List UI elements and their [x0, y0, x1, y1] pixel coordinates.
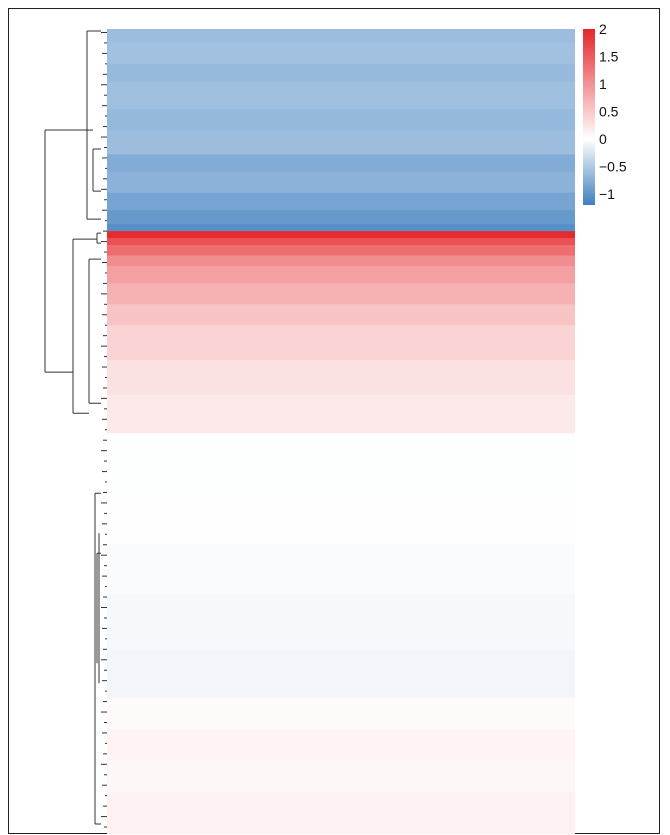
- legend-tick-label: 1: [599, 76, 607, 92]
- color-legend: 2 1.5 1 0.5 0 −0.5 −1: [583, 21, 627, 205]
- legend-tick-label: 1.5: [599, 49, 619, 65]
- heatmap-block: [107, 210, 575, 225]
- figure-frame: 2 1.5 1 0.5 0 −0.5 −1: [8, 8, 660, 835]
- heatmap-block: [107, 544, 575, 595]
- heatmap-block: [107, 130, 575, 155]
- legend-tick-label: −0.5: [599, 159, 627, 175]
- heatmap-block: [107, 29, 575, 44]
- heatmap-block: [107, 192, 575, 211]
- legend-tick-label: −1: [599, 186, 615, 202]
- heatmap-block: [107, 729, 575, 762]
- heatmap-block: [107, 171, 575, 194]
- legend-tick-label: 2: [599, 21, 607, 37]
- heatmap-block: [107, 238, 575, 246]
- heatmap-block: [107, 698, 575, 730]
- heatmap-block: [107, 394, 575, 434]
- heatmap-block: [107, 245, 575, 257]
- heatmap-block: [107, 109, 575, 131]
- heatmap-block: [107, 224, 575, 232]
- heatmap-block: [107, 360, 575, 396]
- heatmap-block: [107, 255, 575, 267]
- heatmap-block: [107, 760, 575, 793]
- heatmap-block: [107, 231, 575, 239]
- heatmap-block: [107, 154, 575, 173]
- heatmap-block: [107, 304, 575, 326]
- color-legend-bar: [583, 29, 595, 205]
- heatmap-block: [107, 265, 575, 284]
- color-legend-ticks: 2 1.5 1 0.5 0 −0.5 −1: [599, 21, 627, 202]
- heatmap-block: [107, 433, 575, 504]
- heatmap-block: [107, 502, 575, 546]
- heatmap-block: [107, 649, 575, 699]
- heatmap-chart: 2 1.5 1 0.5 0 −0.5 −1: [44, 21, 627, 835]
- row-dendrogram: [44, 30, 107, 828]
- heatmap-block: [107, 593, 575, 650]
- legend-tick-label: 0: [599, 131, 607, 147]
- legend-tick-label: 0.5: [599, 104, 619, 120]
- heatmap-block: [107, 283, 575, 305]
- heatmap-block: [107, 792, 575, 835]
- heatmap-block: [107, 81, 575, 110]
- heatmap-body: [107, 29, 575, 835]
- heatmap-block: [107, 63, 575, 82]
- heatmap-block: [107, 42, 575, 65]
- heatmap-block: [107, 325, 575, 361]
